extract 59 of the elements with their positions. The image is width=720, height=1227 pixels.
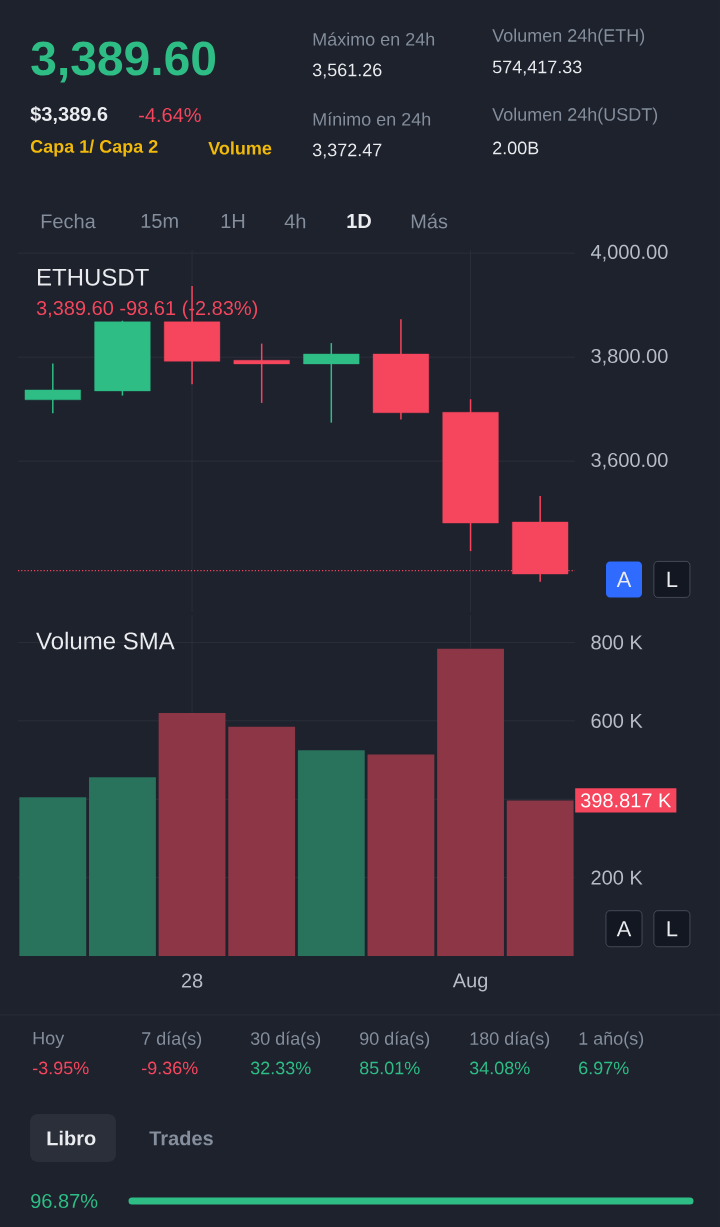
text: A — [616, 571, 632, 587]
text: 4h — [284, 213, 306, 229]
y-tick-label: 3,600.00 — [591, 452, 668, 470]
text: 3,389.60 — [31, 41, 216, 83]
bar — [367, 754, 435, 956]
text: 32.33% — [250, 1061, 311, 1075]
text: A — [616, 921, 632, 937]
text: Hoy — [33, 1031, 65, 1049]
text: 1H — [221, 214, 245, 228]
bar — [158, 712, 226, 956]
text: Fecha — [41, 213, 96, 229]
text: 574,417.33 — [492, 60, 582, 76]
text: 1 año(s) — [579, 1031, 644, 1049]
text: Volume SMA — [36, 631, 175, 650]
candlestick — [233, 342, 290, 404]
text: 3,372.47 — [312, 143, 382, 159]
text: Máximo en 24h — [313, 32, 435, 46]
text: Mínimo en 24h — [313, 112, 431, 126]
text: 90 día(s) — [360, 1031, 430, 1049]
text: -3.95% — [33, 1061, 89, 1075]
bar — [228, 726, 296, 956]
text: Volumen 24h(ETH) — [492, 28, 645, 46]
bar — [506, 800, 574, 956]
text: 398.817 K — [580, 793, 672, 808]
y-tick-label: 4,000.00 — [590, 244, 668, 262]
bar — [437, 648, 504, 956]
text: Libro — [47, 1130, 96, 1146]
bar — [89, 777, 156, 956]
text: Trades — [149, 1130, 213, 1146]
text: 96.87% — [31, 1193, 98, 1209]
text: -4.64% — [139, 107, 201, 123]
text: 1D — [347, 214, 371, 228]
text: ETHUSDT — [38, 268, 149, 286]
text: L — [667, 921, 678, 937]
x-tick-label: 28 — [181, 973, 203, 988]
text: 34.08% — [469, 1061, 530, 1075]
text: -9.36% — [142, 1061, 198, 1075]
text: 30 día(s) — [250, 1031, 321, 1049]
text: Volume — [208, 141, 272, 155]
y-tick-label: 800 K — [591, 635, 643, 650]
text: 180 día(s) — [470, 1031, 550, 1049]
text: 6.97% — [579, 1061, 629, 1075]
y-tick-label: 200 K — [591, 870, 643, 885]
y-tick-label: 3,800.00 — [591, 348, 668, 366]
y-tick-label: 600 K — [591, 713, 643, 728]
text: 2.00B — [493, 141, 539, 155]
text: Capa 1/ Capa 2 — [30, 139, 158, 157]
x-tick-label: Aug — [452, 973, 488, 992]
bar — [297, 750, 365, 956]
bar — [19, 797, 87, 956]
text: 15m — [141, 214, 178, 228]
candlestick — [303, 342, 360, 424]
text: L — [667, 571, 678, 587]
text: 85.01% — [359, 1061, 420, 1075]
text: Volumen 24h(USDT) — [492, 107, 658, 125]
text: 7 día(s) — [142, 1031, 202, 1049]
text: $3,389.6 — [30, 106, 108, 124]
text: 3,561.26 — [312, 63, 382, 79]
text: Más — [411, 213, 448, 229]
